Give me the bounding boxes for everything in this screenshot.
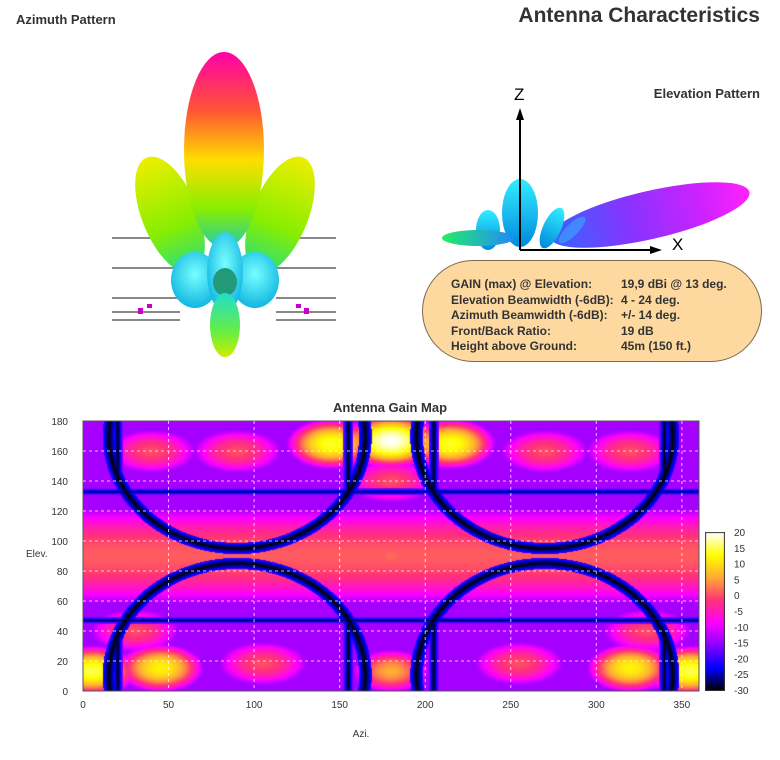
z-axis-label: Z — [514, 85, 524, 104]
x-axis-arrow — [650, 246, 662, 254]
colorbar-tick-label: -10 — [734, 623, 749, 634]
colorbar-tick-label: -15 — [734, 639, 749, 650]
page-title: Antenna Characteristics — [518, 4, 760, 27]
spec-value: 4 - 24 deg. — [621, 292, 680, 307]
y-tick-label: 180 — [51, 417, 68, 428]
x-tick-label: 300 — [588, 700, 605, 711]
x-axis-label: X — [672, 235, 683, 254]
x-tick-label: 150 — [331, 700, 348, 711]
specs-panel: GAIN (max) @ Elevation: 19,9 dBi @ 13 de… — [422, 260, 762, 362]
spec-row: Elevation Beamwidth (-6dB): 4 - 24 deg. — [451, 293, 761, 309]
elevation-pattern-title: Elevation Pattern — [653, 86, 760, 101]
x-tick-label: 200 — [417, 700, 434, 711]
heatmap-title: Antenna Gain Map — [332, 400, 448, 415]
y-tick-label: 160 — [51, 447, 68, 458]
y-tick-label: 120 — [51, 507, 68, 518]
colorbar-tick-label: -30 — [734, 686, 749, 697]
colorbar-tick-label: 10 — [734, 560, 746, 571]
y-tick-label: 40 — [57, 627, 69, 638]
plot-frame — [82, 420, 700, 692]
x-tick-label: 0 — [80, 700, 86, 711]
spec-label: Height above Ground: — [451, 339, 577, 353]
spec-row: Height above Ground: 45m (150 ft.) — [451, 339, 761, 355]
spec-row: GAIN (max) @ Elevation: 19,9 dBi @ 13 de… — [451, 277, 761, 293]
colorbar-tick-label: -20 — [734, 654, 749, 665]
spec-label: Elevation Beamwidth (-6dB): — [451, 292, 614, 307]
x-tick-label: 250 — [502, 700, 519, 711]
antenna-elements-graphic — [112, 237, 336, 321]
y-tick-label: 100 — [51, 537, 68, 548]
spec-value: 19,9 dBi @ 13 deg. — [621, 277, 727, 291]
colorbar-tick-label: -25 — [734, 670, 749, 681]
y-tick-label: 80 — [57, 567, 69, 578]
y-tick-label: 140 — [51, 477, 68, 488]
colorbar — [705, 532, 725, 691]
colorbar-tick-label: 20 — [734, 528, 746, 539]
colorbar-tick-label: -5 — [734, 607, 743, 618]
spec-label: Front/Back Ratio: — [451, 323, 552, 338]
colorbar-tick-label: 5 — [734, 575, 740, 586]
x-axis-title: Azi. — [353, 729, 370, 740]
spec-label: Azimuth Beamwidth (-6dB): — [451, 308, 608, 322]
y-tick-label: 20 — [57, 657, 69, 668]
azimuth-pattern-graphic — [112, 52, 336, 357]
spec-row: Front/Back Ratio: 19 dB — [451, 324, 761, 340]
spec-row: Azimuth Beamwidth (-6dB): +/- 14 deg. — [451, 308, 761, 324]
colorbar-tick-label: 15 — [734, 544, 746, 555]
z-axis-arrow — [516, 108, 524, 120]
y-tick-label: 0 — [62, 687, 68, 698]
x-tick-label: 100 — [246, 700, 263, 711]
spec-value: 45m (150 ft.) — [621, 339, 692, 353]
heatmap-axes: 0 50 100 150 200 250 300 350 0 20 40 60 80 100 120 140 1… — [26, 417, 700, 740]
colorbar-axis: 20 15 10 5 0 -5 -10 -15 -20 -25 -30 — [734, 528, 749, 697]
spec-value: 19 dB — [621, 323, 654, 338]
spec-label: GAIN (max) @ Elevation: — [451, 277, 593, 291]
x-tick-label: 350 — [674, 700, 691, 711]
x-tick-label: 50 — [163, 700, 175, 711]
y-axis-title: Elev. — [26, 549, 48, 560]
elevation-pattern-graphic: Z X — [442, 85, 750, 254]
azimuth-pattern-title: Azimuth Pattern — [16, 12, 116, 27]
y-tick-label: 60 — [57, 597, 69, 608]
colorbar-tick-label: 0 — [734, 591, 740, 602]
spec-value: +/- 14 deg. — [621, 308, 681, 322]
